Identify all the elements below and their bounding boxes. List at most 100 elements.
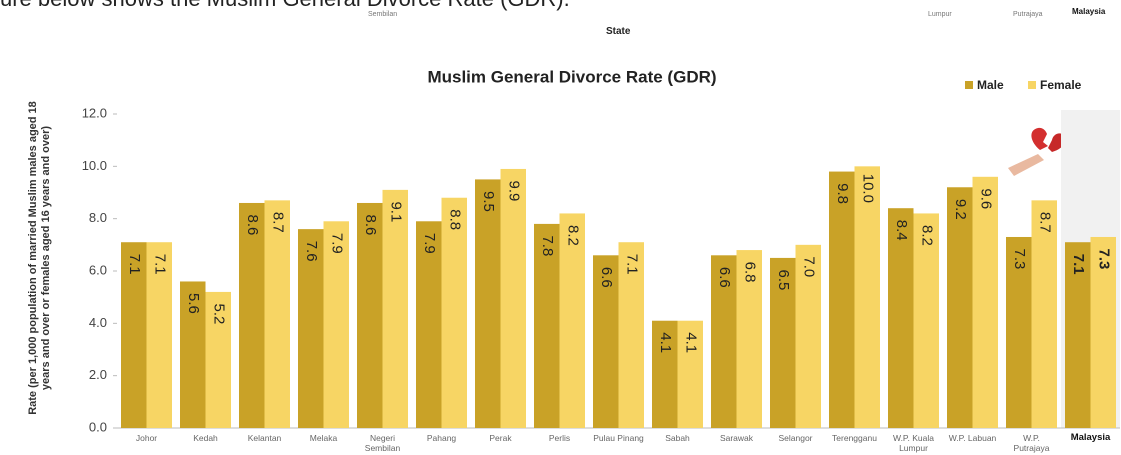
value-label: 8.7 xyxy=(1036,212,1053,233)
prev-category: Malaysia xyxy=(1072,7,1106,16)
value-label: 9.1 xyxy=(387,201,404,222)
prev-category: Lumpur xyxy=(928,11,952,18)
bar xyxy=(239,202,265,428)
value-label: 7.1 xyxy=(151,254,168,275)
bar xyxy=(1006,236,1032,428)
x-tick-label: W.P. Kuala Lumpur xyxy=(893,433,934,453)
bar xyxy=(947,187,973,428)
prev-category: Putrajaya xyxy=(1013,11,1043,18)
x-tick-label: Melaka xyxy=(309,433,338,443)
x-tick-label: Pulau Pinang xyxy=(593,433,644,443)
value-label: 6.8 xyxy=(741,262,758,283)
value-label: 6.6 xyxy=(716,267,733,288)
x-tick-label: W.P. Labuan xyxy=(948,433,997,443)
value-label: 7.1 xyxy=(623,254,640,275)
bar xyxy=(913,213,939,428)
bar xyxy=(770,257,796,428)
value-label: 5.2 xyxy=(210,304,227,325)
x-tick-label: Kedah xyxy=(193,433,218,443)
x-tick-label: W.P. Putrajaya xyxy=(1013,433,1050,453)
bar xyxy=(416,221,442,428)
value-label: 5.6 xyxy=(185,293,202,314)
value-label: 6.6 xyxy=(598,267,615,288)
x-tick-label: Perak xyxy=(489,433,512,443)
bar xyxy=(888,208,914,428)
value-label: 7.6 xyxy=(303,241,320,262)
bar xyxy=(559,213,585,428)
bar xyxy=(264,200,290,428)
bar xyxy=(146,242,172,428)
bar xyxy=(829,171,855,429)
value-label: 4.1 xyxy=(682,332,699,353)
value-label: 7.9 xyxy=(328,233,345,254)
bar xyxy=(441,197,467,428)
x-tick-label: Kelantan xyxy=(247,433,282,443)
value-label: 7.3 xyxy=(1095,249,1112,270)
bar xyxy=(677,320,703,428)
value-label: 7.8 xyxy=(539,235,556,256)
bar xyxy=(500,168,526,428)
value-label: 9.9 xyxy=(505,181,522,202)
bar xyxy=(618,242,644,428)
bar xyxy=(1031,200,1057,428)
x-tick-label: Malaysia xyxy=(1070,432,1111,443)
x-tick-label: Negeri Sembilan xyxy=(364,433,401,453)
value-label: 7.1 xyxy=(1070,254,1087,275)
bar xyxy=(736,250,762,428)
value-label: 8.8 xyxy=(446,209,463,230)
x-tick-label: Perlis xyxy=(548,433,571,443)
bar xyxy=(593,255,619,428)
bar xyxy=(323,221,349,428)
y-tick-label: 2.0 xyxy=(89,367,107,382)
value-label: 8.7 xyxy=(269,212,286,233)
value-label: 9.6 xyxy=(977,188,994,209)
bar xyxy=(382,189,408,428)
bar xyxy=(795,244,821,428)
bar xyxy=(357,202,383,428)
legend-swatch xyxy=(1028,81,1036,89)
bar xyxy=(972,176,998,428)
bar xyxy=(1090,236,1116,428)
chart-title: Muslim General Divorce Rate (GDR) xyxy=(427,67,716,86)
bar xyxy=(854,166,880,429)
bar xyxy=(298,229,324,428)
value-label: 10.0 xyxy=(859,174,876,203)
caption: ure below shows the Muslim General Divor… xyxy=(0,0,570,12)
value-label: 9.2 xyxy=(952,199,969,220)
bar xyxy=(534,223,560,428)
x-tick-label: Johor xyxy=(135,433,158,443)
value-label: 8.6 xyxy=(244,215,261,236)
x-tick-label: Sabah xyxy=(665,433,690,443)
bar xyxy=(475,179,501,428)
y-tick-label: 0.0 xyxy=(89,419,107,434)
value-label: 8.4 xyxy=(893,220,910,241)
x-tick-label: Terengganu xyxy=(832,433,877,443)
y-tick-label: 4.0 xyxy=(89,315,107,330)
x-tick-label: Pahang xyxy=(426,433,457,443)
legend-label: Female xyxy=(1040,78,1082,92)
y-tick-label: 12.0 xyxy=(82,105,107,120)
bar xyxy=(121,242,147,428)
value-label: 9.5 xyxy=(480,191,497,212)
value-label: 8.2 xyxy=(918,225,935,246)
bar xyxy=(180,281,206,428)
value-label: 8.6 xyxy=(362,215,379,236)
prev-x-label: State xyxy=(606,26,631,37)
value-label: 7.1 xyxy=(126,254,143,275)
prev-category: Sembilan xyxy=(368,11,398,18)
value-label: 7.3 xyxy=(1011,249,1028,270)
bar xyxy=(652,320,678,428)
legend-label: Male xyxy=(977,78,1004,92)
value-label: 7.0 xyxy=(800,256,817,277)
value-label: 7.9 xyxy=(421,233,438,254)
y-tick-label: 6.0 xyxy=(89,262,107,277)
value-label: 4.1 xyxy=(657,332,674,353)
bar xyxy=(711,255,737,428)
y-tick-label: 10.0 xyxy=(82,158,107,173)
value-label: 9.8 xyxy=(834,183,851,204)
x-tick-label: Selangor xyxy=(778,433,813,443)
legend-swatch xyxy=(965,81,973,89)
value-label: 6.5 xyxy=(775,269,792,290)
